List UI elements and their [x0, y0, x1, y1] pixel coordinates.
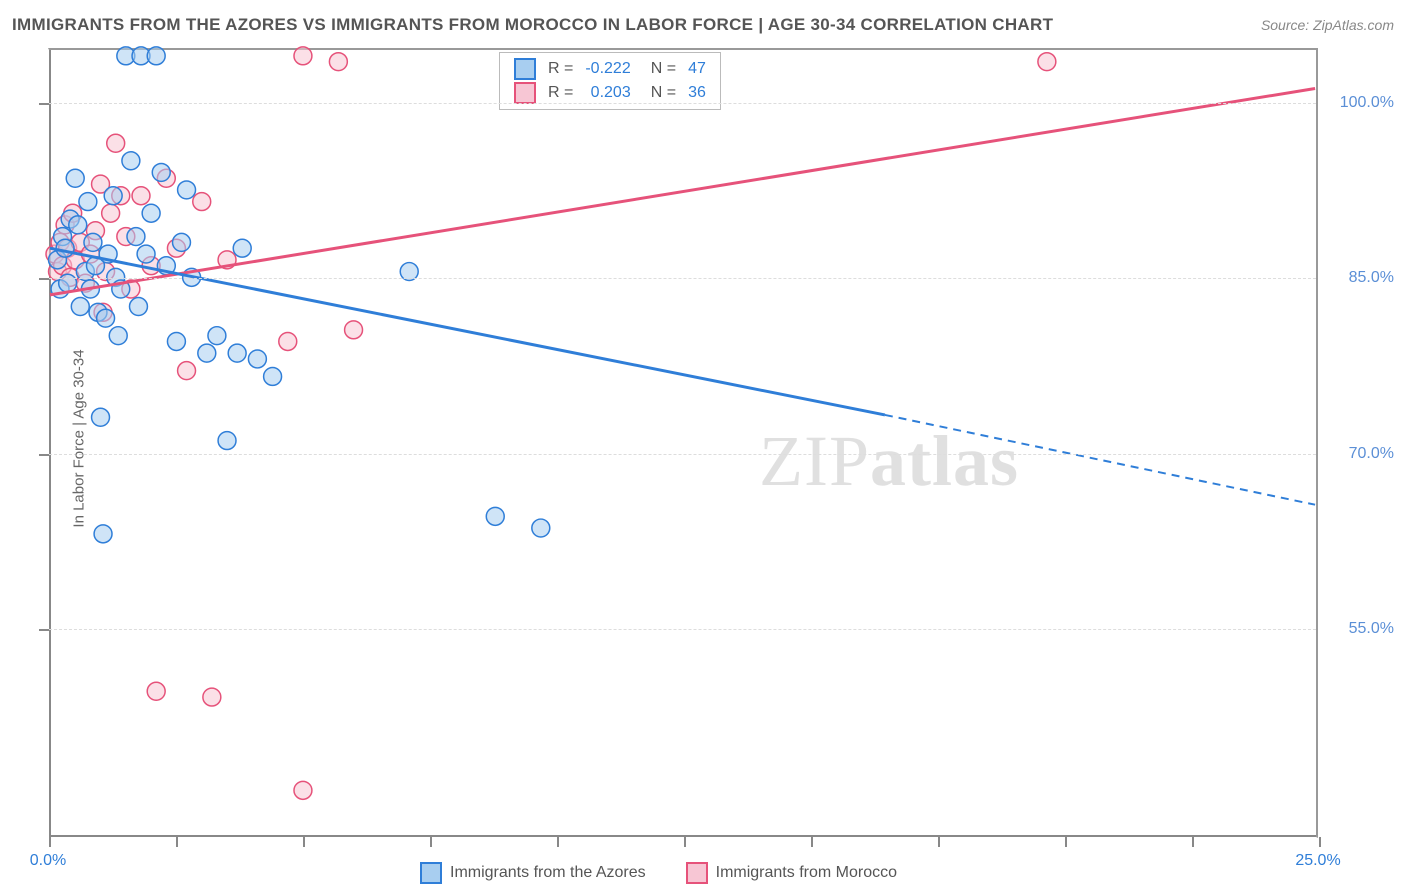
plot-svg: [49, 50, 1316, 837]
series-a-point: [147, 47, 165, 65]
series-b-point: [1038, 53, 1056, 71]
source-label: Source: ZipAtlas.com: [1261, 17, 1394, 33]
y-tick: [39, 454, 49, 456]
series-a-point: [178, 181, 196, 199]
series-b-point: [345, 321, 363, 339]
legend-n-label: N =: [637, 81, 682, 105]
legend-n-value: 47: [682, 57, 712, 81]
series-a-point: [56, 239, 74, 257]
series-a-point: [71, 298, 89, 316]
series-b-point: [329, 53, 347, 71]
plot-area: ZIPatlas R =-0.222N =47R =0.203N =36 55.…: [48, 48, 1318, 838]
trend-line-a-dashed: [885, 415, 1315, 505]
series-a-point: [198, 344, 216, 362]
x-tick: [684, 837, 686, 847]
x-tick: [1192, 837, 1194, 847]
legend-r-value: -0.222: [579, 57, 636, 81]
series-a-point: [264, 367, 282, 385]
grid-line: [49, 454, 1316, 455]
legend-row: R =0.203N =36: [508, 81, 712, 105]
series-a-point: [208, 327, 226, 345]
x-tick: [1065, 837, 1067, 847]
series-a-point: [92, 408, 110, 426]
series-a-point: [127, 228, 145, 246]
legend-swatch: [514, 82, 536, 104]
legend-item-label: Immigrants from Morocco: [716, 864, 897, 882]
legend-correlation: R =-0.222N =47R =0.203N =36: [499, 52, 721, 110]
trend-line-b: [50, 88, 1315, 294]
series-a-point: [79, 193, 97, 211]
trend-line-a-solid: [50, 248, 885, 415]
legend-item: Immigrants from the Azores: [420, 862, 646, 884]
x-tick: [303, 837, 305, 847]
series-a-point: [173, 233, 191, 251]
grid-line: [49, 103, 1316, 104]
series-a-point: [248, 350, 266, 368]
y-tick-label: 55.0%: [1324, 620, 1394, 638]
series-a-point: [228, 344, 246, 362]
legend-n-label: N =: [637, 57, 682, 81]
x-tick-label: 0.0%: [30, 852, 66, 870]
chart-title: IMMIGRANTS FROM THE AZORES VS IMMIGRANTS…: [12, 15, 1053, 35]
series-a-point: [94, 525, 112, 543]
legend-series: Immigrants from the Azores Immigrants fro…: [420, 862, 897, 884]
y-tick-label: 85.0%: [1324, 269, 1394, 287]
x-tick-label: 25.0%: [1295, 852, 1340, 870]
y-tick: [39, 629, 49, 631]
series-a-point: [137, 245, 155, 263]
x-tick: [557, 837, 559, 847]
legend-r-value: 0.203: [579, 81, 636, 105]
x-tick: [938, 837, 940, 847]
series-a-point: [104, 187, 122, 205]
series-a-point: [532, 519, 550, 537]
y-tick: [39, 103, 49, 105]
series-a-point: [152, 163, 170, 181]
series-a-point: [97, 309, 115, 327]
series-a-point: [486, 507, 504, 525]
series-b-point: [193, 193, 211, 211]
grid-line: [49, 629, 1316, 630]
legend-r-label: R =: [542, 81, 579, 105]
series-a-point: [69, 216, 87, 234]
series-b-point: [107, 134, 125, 152]
legend-r-label: R =: [542, 57, 579, 81]
legend-item: Immigrants from Morocco: [686, 862, 897, 884]
series-a-point: [66, 169, 84, 187]
y-axis-label: In Labor Force | Age 30-34: [71, 349, 88, 527]
series-b-point: [203, 688, 221, 706]
legend-swatch: [686, 862, 708, 884]
series-b-point: [279, 333, 297, 351]
x-tick: [1319, 837, 1321, 847]
legend-swatch: [420, 862, 442, 884]
y-tick: [39, 278, 49, 280]
series-a-point: [142, 204, 160, 222]
legend-item-label: Immigrants from the Azores: [450, 864, 646, 882]
series-b-point: [178, 362, 196, 380]
y-tick-label: 70.0%: [1324, 445, 1394, 463]
series-b-point: [294, 781, 312, 799]
x-tick: [430, 837, 432, 847]
series-b-point: [147, 682, 165, 700]
x-tick: [49, 837, 51, 847]
series-a-point: [233, 239, 251, 257]
legend-row: R =-0.222N =47: [508, 57, 712, 81]
series-a-point: [109, 327, 127, 345]
series-a-point: [130, 298, 148, 316]
series-b-point: [102, 204, 120, 222]
series-b-point: [132, 187, 150, 205]
legend-swatch: [514, 58, 536, 80]
series-b-point: [294, 47, 312, 65]
x-tick: [176, 837, 178, 847]
grid-line: [49, 278, 1316, 279]
x-tick: [811, 837, 813, 847]
series-a-point: [122, 152, 140, 170]
y-tick-label: 100.0%: [1324, 94, 1394, 112]
series-a-point: [167, 333, 185, 351]
legend-n-value: 36: [682, 81, 712, 105]
series-a-point: [84, 233, 102, 251]
series-a-point: [218, 432, 236, 450]
